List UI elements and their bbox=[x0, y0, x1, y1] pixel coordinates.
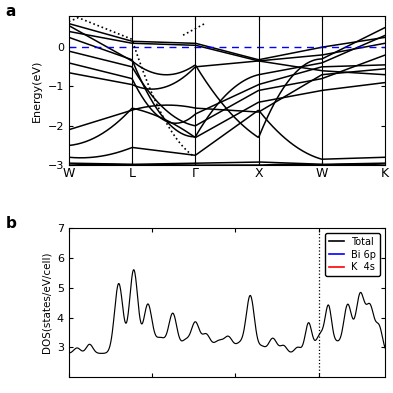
Y-axis label: Energy(eV): Energy(eV) bbox=[32, 59, 42, 121]
Text: a: a bbox=[6, 4, 16, 19]
Legend: Total, Bi 6p, K  4s: Total, Bi 6p, K 4s bbox=[325, 233, 380, 276]
Text: b: b bbox=[6, 216, 17, 231]
Y-axis label: DOS(states/eV/cell): DOS(states/eV/cell) bbox=[41, 252, 51, 353]
